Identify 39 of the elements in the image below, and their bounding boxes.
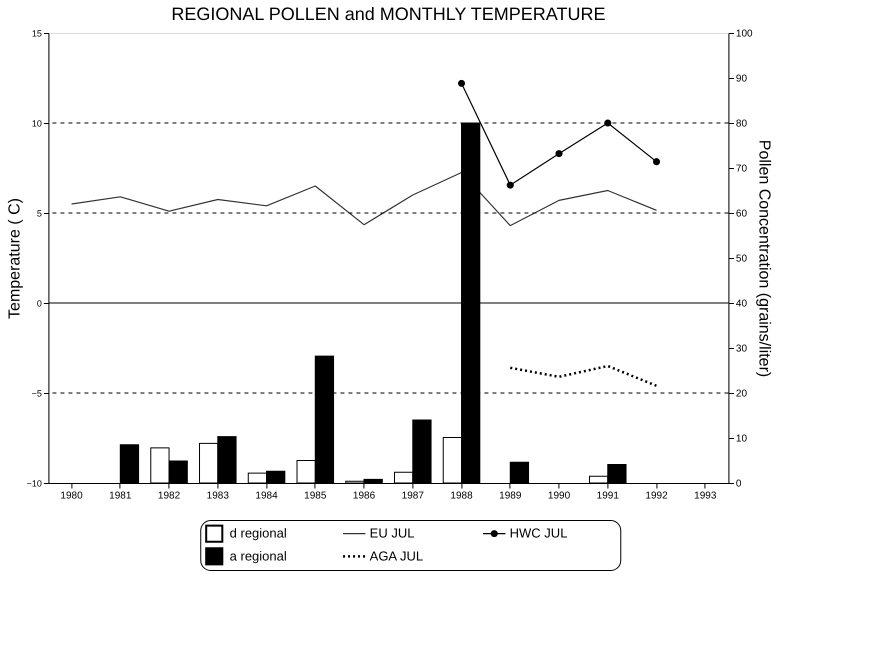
y2-tick-label: 100 bbox=[736, 28, 754, 40]
x-tick-label: 1990 bbox=[548, 490, 571, 502]
y2-axis-title: Pollen Concentration (grains/liter) bbox=[756, 140, 773, 378]
x-tick-label: 1983 bbox=[206, 490, 230, 502]
x-tick-label: 1982 bbox=[158, 490, 181, 502]
y2-tick-label: 50 bbox=[736, 254, 748, 264]
x-tick-label: 1991 bbox=[596, 490, 620, 502]
y-tick-label: 0 bbox=[36, 298, 42, 308]
y2-tick-label: 20 bbox=[736, 388, 748, 400]
y2-tick-label: 40 bbox=[736, 298, 748, 310]
y-tick-label: −5 bbox=[32, 388, 42, 398]
x-tick-label: 1993 bbox=[694, 490, 717, 502]
x-tick-label: 1992 bbox=[645, 490, 668, 502]
y2-tick-label: 70 bbox=[736, 164, 748, 174]
legend-label: EU JUL bbox=[370, 526, 414, 541]
chart-title: REGIONAL POLLEN and MONTHLY TEMPERATURE bbox=[171, 4, 606, 24]
y-tick-label: 5 bbox=[36, 208, 42, 218]
y-tick-label: 15 bbox=[32, 28, 42, 38]
legend-label: d regional bbox=[230, 526, 287, 541]
x-tick-label: 1980 bbox=[60, 490, 84, 502]
y2-tick-label: 0 bbox=[736, 478, 742, 490]
x-tick-label: 1985 bbox=[304, 490, 327, 502]
y2-tick-label: 90 bbox=[736, 74, 748, 84]
y2-tick-label: 10 bbox=[736, 434, 748, 444]
x-tick-label: 1988 bbox=[450, 490, 474, 502]
y2-tick-label: 80 bbox=[736, 118, 748, 130]
y2-tick-label: 60 bbox=[736, 208, 748, 220]
x-tick-label: 1981 bbox=[109, 490, 132, 502]
legend-label: HWC JUL bbox=[510, 526, 568, 541]
x-tick-label: 1987 bbox=[402, 490, 424, 502]
y-tick-label: −10 bbox=[26, 478, 42, 488]
y2-tick-label: 30 bbox=[736, 344, 748, 354]
y-tick-label: 10 bbox=[32, 118, 42, 128]
y-axis-title: Temperature ( C) bbox=[6, 198, 24, 319]
x-tick-label: 1984 bbox=[255, 490, 278, 502]
x-tick-label: 1986 bbox=[352, 490, 376, 502]
legend-label: a regional bbox=[230, 548, 287, 564]
legend-label: AGA JUL bbox=[370, 548, 424, 564]
x-tick-label: 1989 bbox=[499, 490, 522, 502]
